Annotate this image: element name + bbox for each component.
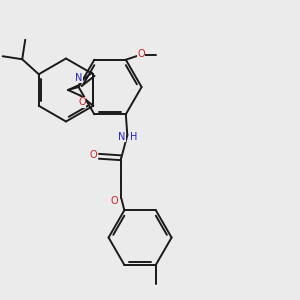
Text: H: H	[130, 132, 138, 142]
Text: N: N	[118, 132, 126, 142]
Text: O: O	[78, 97, 86, 107]
Text: O: O	[90, 150, 97, 160]
Text: N: N	[75, 73, 82, 83]
Text: O: O	[137, 49, 145, 59]
Text: O: O	[111, 196, 118, 206]
